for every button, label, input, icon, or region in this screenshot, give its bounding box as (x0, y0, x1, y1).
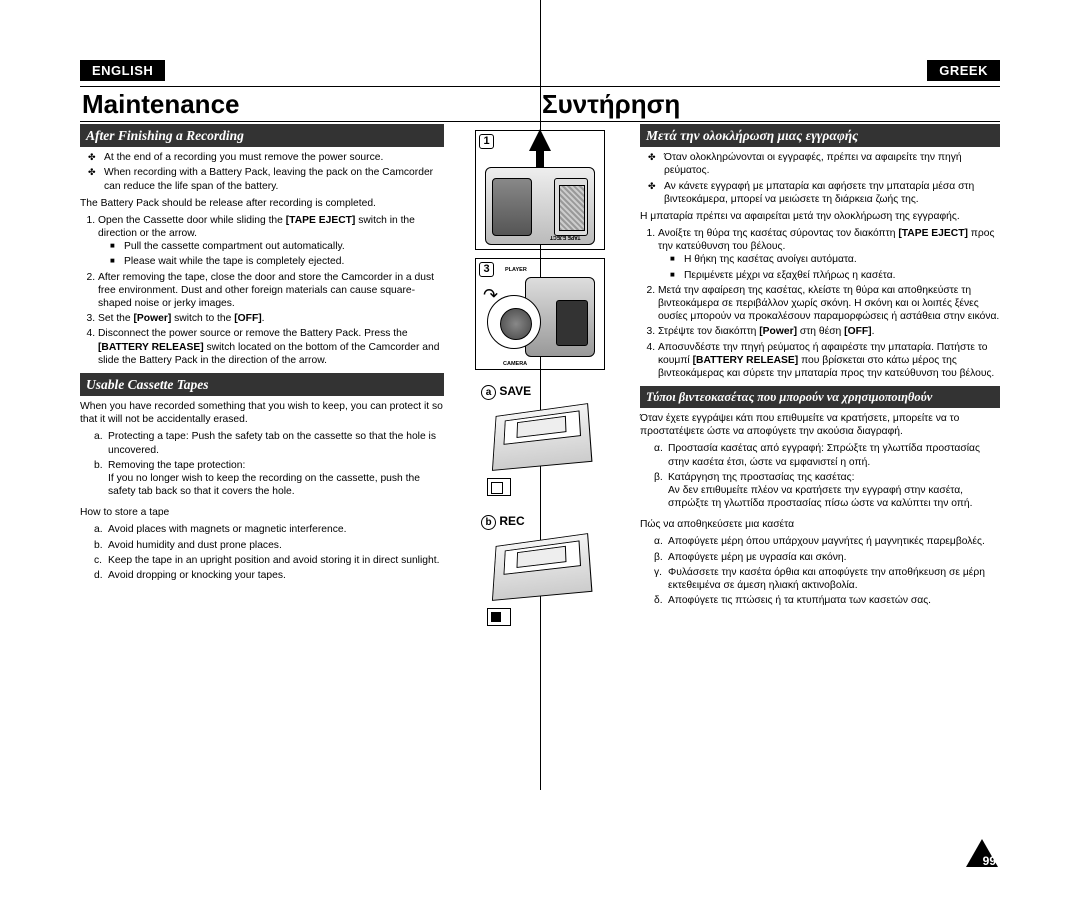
cassette-icon (492, 403, 593, 471)
page-number-badge: 99 (964, 837, 1000, 873)
eject-arrow-icon (529, 129, 551, 151)
page-number: 99 (983, 854, 996, 868)
alpha-list-store-en: a.Avoid places with magnets or magnetic … (80, 523, 444, 582)
title-row: Maintenance Συντήρηση (80, 86, 1000, 122)
list-item: Disconnect the power source or remove th… (98, 327, 444, 367)
square-sublist: Pull the cassette compartment out automa… (98, 240, 444, 268)
tab-open-icon (487, 478, 511, 496)
figure-number: 1 (479, 134, 494, 149)
section-cassette-gr: Τύποι βιντεοκασέτας που μπορούν να χρησι… (640, 386, 1000, 408)
alpha-list-gr: α.Προστασία κασέτας από εγγραφή: Σπρώξτε… (640, 442, 1000, 510)
alpha-item: a.Avoid places with magnets or magnetic … (94, 523, 444, 536)
list-item: Open the Cassette door while sliding the… (98, 214, 444, 269)
camcorder-power-icon: ↷ PLAYER CAMERA (485, 265, 595, 365)
alpha-item: d.Avoid dropping or knocking your tapes. (94, 569, 444, 582)
paragraph: Η μπαταρία πρέπει να αφαιρείται μετά την… (640, 210, 1000, 223)
alpha-item: b.Avoid humidity and dust prone places. (94, 539, 444, 552)
numbered-list-gr: Ανοίξτε τη θύρα της κασέτας σύροντας τον… (640, 227, 1000, 380)
figure-3: 3 ↷ PLAYER CAMERA (475, 258, 605, 370)
section-cassette-en: Usable Cassette Tapes (80, 373, 444, 396)
paragraph: How to store a tape (80, 506, 444, 519)
bullet: When recording with a Battery Pack, leav… (94, 166, 444, 192)
lang-tab-greek: GREEK (927, 60, 1000, 81)
alpha-item: α.Αποφύγετε μέρη όπου υπάρχουν μαγνήτες … (654, 535, 1000, 548)
paragraph: Πώς να αποθηκεύσετε μια κασέτα (640, 518, 1000, 531)
alpha-item: α.Προστασία κασέτας από εγγραφή: Σπρώξτε… (654, 442, 1000, 468)
tab-closed-icon (487, 608, 511, 626)
figure-label: a SAVE (477, 384, 531, 400)
section-after-recording-gr: Μετά την ολοκλήρωση μιας εγγραφής (640, 124, 1000, 147)
bullets-gr-1: Όταν ολοκληρώνονται οι εγγραφές, πρέπει … (640, 151, 1000, 206)
lang-tab-english: ENGLISH (80, 60, 165, 81)
alpha-item: δ.Αποφύγετε τις πτώσεις ή τα κτυπήματα τ… (654, 594, 1000, 607)
alpha-list-store-gr: α.Αποφύγετε μέρη όπου υπάρχουν μαγνήτες … (640, 535, 1000, 607)
figure-rec: b REC (475, 508, 605, 630)
camcorder-top-icon: TAPE EJECT (485, 167, 595, 245)
list-item: Αποσυνδέστε την πηγή ρεύματος ή αφαιρέστ… (658, 341, 1000, 381)
cassette-icon (492, 533, 593, 601)
section-after-recording-en: After Finishing a Recording (80, 124, 444, 147)
figure-save: a SAVE (475, 378, 605, 500)
paragraph: The Battery Pack should be release after… (80, 197, 444, 210)
columns: After Finishing a Recording At the end o… (80, 124, 1000, 873)
numbered-list-en: Open the Cassette door while sliding the… (80, 214, 444, 367)
bullet: Όταν ολοκληρώνονται οι εγγραφές, πρέπει … (654, 151, 1000, 177)
column-english: After Finishing a Recording At the end o… (80, 124, 448, 873)
column-greek: Μετά την ολοκλήρωση μιας εγγραφής Όταν ο… (632, 124, 1000, 873)
alpha-item: c.Keep the tape in an upright position a… (94, 554, 444, 567)
title-english: Maintenance (80, 89, 540, 120)
alpha-item: γ.Φυλάσσετε την κασέτα όρθια και αποφύγε… (654, 566, 1000, 592)
alpha-item: β.Αποφύγετε μέρη με υγρασία και σκόνη. (654, 551, 1000, 564)
figure-label: b REC (477, 514, 525, 530)
list-item: Set the [Power] switch to the [OFF]. (98, 312, 444, 325)
figure-1: 1 TAPE EJECT (475, 130, 605, 250)
alpha-item: b.Removing the tape protection:If you no… (94, 459, 444, 499)
alpha-list-en: a.Protecting a tape: Push the safety tab… (80, 430, 444, 498)
paragraph: When you have recorded something that yo… (80, 400, 444, 426)
bullet: Αν κάνετε εγγραφή με μπαταρία και αφήσετ… (654, 180, 1000, 206)
square-sublist: Η θήκη της κασέτας ανοίγει αυτόματα. Περ… (658, 253, 1000, 281)
alpha-item: β.Κατάργηση της προστασίας της κασέτας:Α… (654, 471, 1000, 511)
alpha-item: a.Protecting a tape: Push the safety tab… (94, 430, 444, 456)
manual-page: ENGLISH GREEK Maintenance Συντήρηση Afte… (80, 60, 1000, 873)
bullet: At the end of a recording you must remov… (94, 151, 444, 164)
list-item: Στρέψτε τον διακόπτη [Power] στη θέση [O… (658, 325, 1000, 338)
bullets-en-1: At the end of a recording you must remov… (80, 151, 444, 193)
paragraph: Όταν έχετε εγγράψει κάτι που επιθυμείτε … (640, 412, 1000, 438)
column-figures: 1 TAPE EJECT 3 ↷ PLAYER CAMERA (448, 124, 632, 873)
title-greek: Συντήρηση (540, 89, 1000, 120)
list-item: After removing the tape, close the door … (98, 271, 444, 311)
list-item: Ανοίξτε τη θύρα της κασέτας σύροντας τον… (658, 227, 1000, 282)
list-item: Μετά την αφαίρεση της κασέτας, κλείστε τ… (658, 284, 1000, 324)
